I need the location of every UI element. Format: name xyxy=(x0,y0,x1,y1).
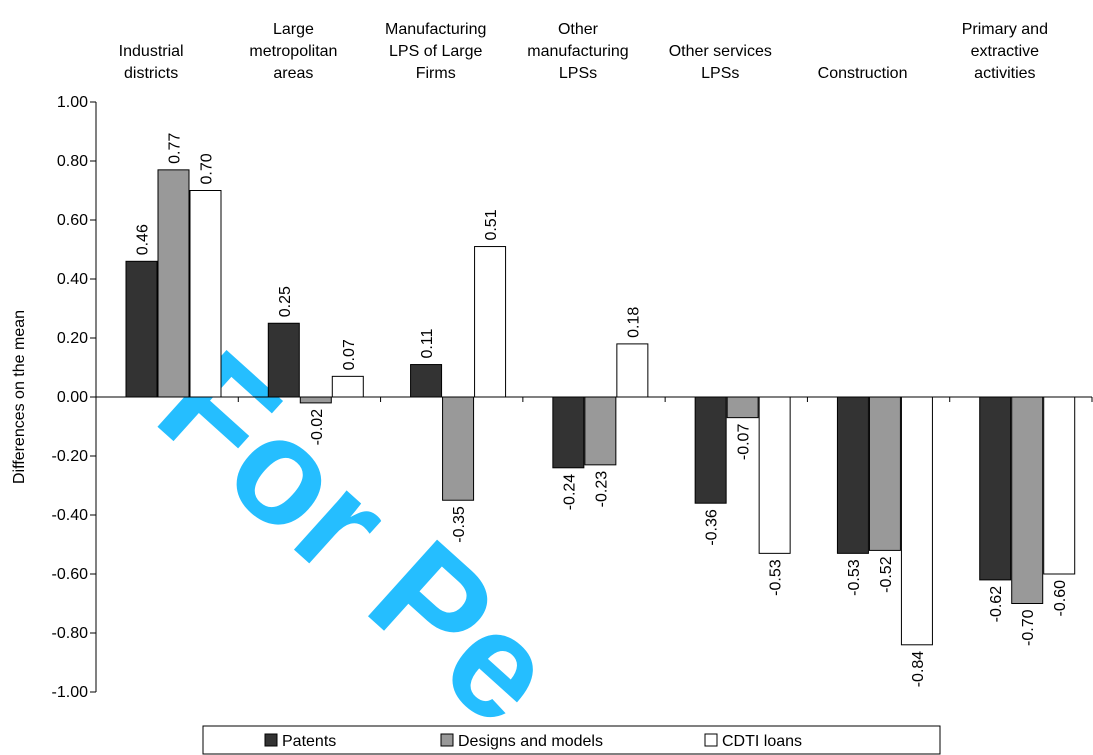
bar-designs-and-models xyxy=(443,397,474,500)
data-label: -0.24 xyxy=(561,474,578,511)
category-label: areas xyxy=(273,65,313,82)
legend-swatch-designs-and-models xyxy=(441,734,453,746)
bar-cdti-loans xyxy=(190,191,221,398)
bar-designs-and-models xyxy=(158,170,189,397)
data-label: 0.11 xyxy=(419,328,436,358)
data-label: -0.53 xyxy=(846,559,863,596)
data-label: 0.07 xyxy=(341,339,358,370)
y-tick-label: -0.20 xyxy=(52,448,89,465)
y-tick-label: 0.80 xyxy=(57,153,88,170)
data-label: 0.18 xyxy=(625,307,642,338)
bar-patents xyxy=(268,323,299,397)
category-label: LPSs xyxy=(701,65,739,82)
bar-patents xyxy=(126,261,157,397)
data-label: -0.23 xyxy=(593,471,610,508)
category-label: manufacturing xyxy=(527,43,628,60)
data-label: -0.07 xyxy=(736,424,753,461)
bar-cdti-loans xyxy=(759,397,790,553)
bar-designs-and-models xyxy=(1012,397,1043,604)
data-label: -0.84 xyxy=(910,651,927,688)
category-label: LPS of Large xyxy=(389,43,483,60)
legend-label-cdti-loans: CDTI loans xyxy=(722,733,802,750)
bar-cdti-loans xyxy=(901,397,932,645)
category-label: Large xyxy=(273,21,314,38)
category-labels: Industrial districts Large metropolitan area… xyxy=(119,21,1048,82)
bar-patents xyxy=(980,397,1011,580)
data-label: 0.70 xyxy=(199,153,216,184)
bar-patents xyxy=(553,397,584,468)
category-label: Firms xyxy=(416,65,456,82)
bar-cdti-loans xyxy=(617,344,648,397)
data-label: -0.53 xyxy=(768,559,785,596)
y-tick-label: -0.60 xyxy=(52,566,89,583)
data-label: -0.35 xyxy=(451,506,468,543)
legend: Patents Designs and models CDTI loans xyxy=(203,726,940,754)
category-label: Other services xyxy=(669,43,772,60)
y-tick-label: 0.20 xyxy=(57,330,88,347)
y-tick-label: -0.40 xyxy=(52,507,89,524)
category-label: Other xyxy=(558,21,599,38)
y-tick-label: -0.80 xyxy=(52,625,89,642)
y-axis-label: Differences on the mean xyxy=(11,310,28,484)
data-label: -0.70 xyxy=(1020,609,1037,646)
category-label: metropolitan xyxy=(249,43,337,60)
data-label: 0.77 xyxy=(167,133,184,164)
legend-swatch-patents xyxy=(265,734,277,746)
data-label: -0.62 xyxy=(988,586,1005,623)
bar-patents xyxy=(837,397,868,553)
y-tick-label: 0.60 xyxy=(57,212,88,229)
data-label: -0.02 xyxy=(309,409,326,446)
y-tick-label: -1.00 xyxy=(52,684,89,701)
y-tick-label: 1.00 xyxy=(57,94,88,111)
category-label: Industrial xyxy=(119,43,184,60)
bar-designs-and-models xyxy=(300,397,331,403)
category-label: activities xyxy=(974,65,1035,82)
bar-designs-and-models xyxy=(727,397,758,418)
y-tick-label: 0.00 xyxy=(57,389,88,406)
bar-cdti-loans xyxy=(332,376,363,397)
data-label: 0.51 xyxy=(483,209,500,240)
bar-cdti-loans xyxy=(1044,397,1075,574)
category-label: Construction xyxy=(818,65,908,82)
data-label: -0.52 xyxy=(878,556,895,593)
bar-designs-and-models xyxy=(869,397,900,550)
category-label: Primary and xyxy=(962,21,1048,38)
legend-label-patents: Patents xyxy=(282,733,336,750)
data-label: 0.46 xyxy=(135,224,152,255)
data-label: -0.60 xyxy=(1052,580,1069,617)
y-tick-label: 0.40 xyxy=(57,271,88,288)
bar-cdti-loans xyxy=(475,247,506,397)
category-label: extractive xyxy=(971,43,1040,60)
legend-label-designs-and-models: Designs and models xyxy=(458,733,603,750)
data-label: 0.25 xyxy=(277,286,294,317)
data-label: -0.36 xyxy=(704,509,721,546)
bar-patents xyxy=(411,365,442,397)
legend-swatch-cdti-loans xyxy=(705,734,717,746)
category-label: LPSs xyxy=(559,65,597,82)
bar-patents xyxy=(695,397,726,503)
category-label: districts xyxy=(124,65,178,82)
bar-designs-and-models xyxy=(585,397,616,465)
category-label: Manufacturing xyxy=(385,21,486,38)
